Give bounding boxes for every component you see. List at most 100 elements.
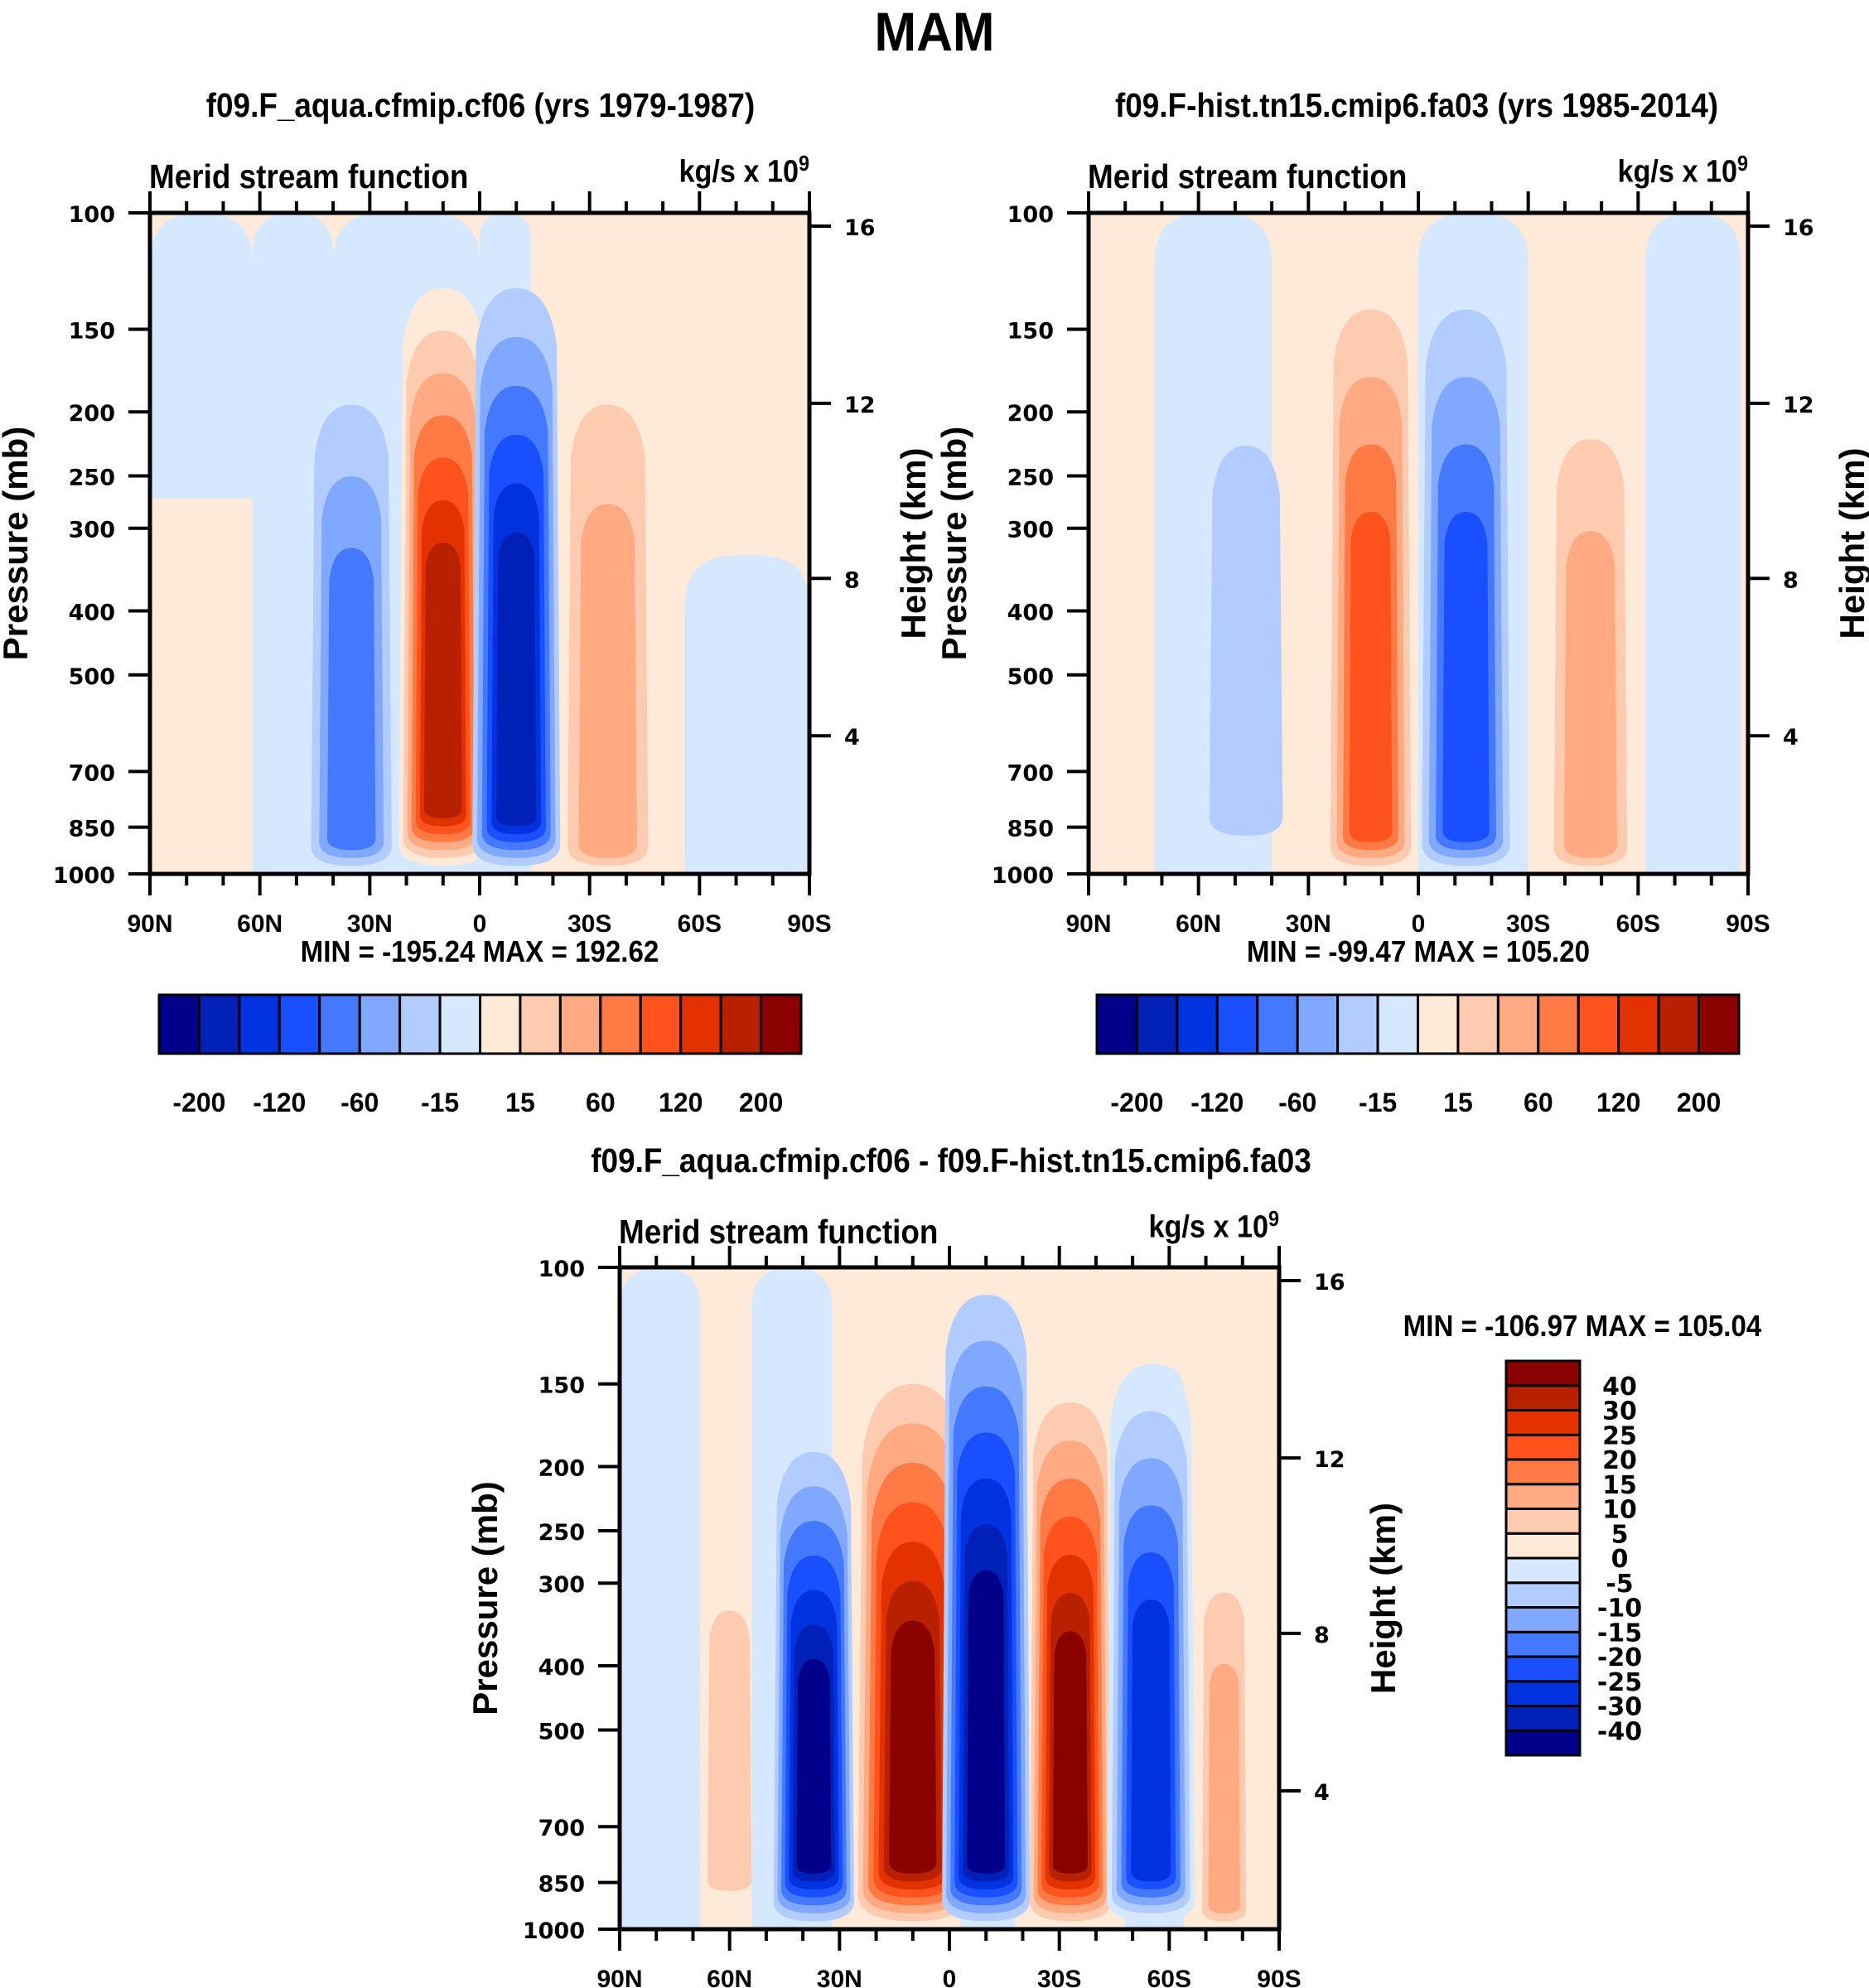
- contour-field: [150, 213, 809, 874]
- panel-title-right: f09.F-hist.tn15.cmip6.fa03 (yrs 1985-201…: [1114, 86, 1719, 124]
- colorbar-box: [1504, 1581, 1582, 1609]
- colorbar-label: 15: [1602, 1471, 1637, 1500]
- y-tick-label: 250: [538, 1520, 585, 1546]
- colorbar-label: -60: [1278, 1088, 1316, 1117]
- x-tick-label: 60S: [678, 910, 722, 938]
- colorbar-label: 40: [1602, 1373, 1637, 1402]
- colorbar-box: [719, 993, 763, 1055]
- colorbar-label: -15: [1597, 1619, 1642, 1648]
- x-tick-label: 60N: [1176, 910, 1221, 938]
- units-right: kg/s x 109: [1617, 151, 1748, 191]
- y-axis-title: Pressure (mb): [0, 427, 35, 660]
- contour-fill-weak-negative: [620, 1267, 701, 1929]
- colorbar-box: [1537, 993, 1580, 1055]
- y-tick-label: 850: [538, 1872, 585, 1898]
- height-tick-label: 8: [1783, 567, 1799, 593]
- y-tick-label: 150: [538, 1373, 585, 1399]
- colorbar-box: [1496, 993, 1540, 1055]
- y-tick-label: 1000: [992, 863, 1054, 889]
- colorbar-label: -20: [1597, 1643, 1642, 1672]
- colorbar-label: -60: [340, 1088, 379, 1117]
- y-tick-label: 250: [69, 466, 115, 491]
- colorbar-box: [519, 993, 562, 1055]
- colorbar-box: [1296, 993, 1340, 1055]
- colorbar-box: [1504, 1409, 1582, 1436]
- colorbar-label: 60: [1524, 1088, 1553, 1117]
- colorbar-box: [1504, 1630, 1582, 1658]
- colorbar-label: -200: [1110, 1088, 1163, 1117]
- colorbar-box: [1617, 993, 1660, 1055]
- colorbar-label: 60: [586, 1088, 616, 1117]
- y-tick-label: 850: [1007, 817, 1054, 842]
- colorbar: -200 -120 -60 -15 15 60 120 200: [1095, 993, 1741, 1117]
- colorbar-box: [558, 993, 602, 1055]
- colorbar-box: [1504, 1680, 1582, 1707]
- x-tick-label: 30S: [1037, 1966, 1081, 1988]
- colorbar-box: [1657, 993, 1701, 1055]
- colorbar-box: [1095, 993, 1138, 1055]
- height-tick-label: 8: [1314, 1623, 1330, 1648]
- colorbar-label: 15: [1443, 1088, 1473, 1117]
- x-tick-label: 30S: [1506, 910, 1550, 938]
- colorbar-box: [1176, 993, 1219, 1055]
- y-tick-label: 400: [538, 1655, 585, 1681]
- contour-fill-neg-cell-3-level-6: [967, 1570, 1006, 1874]
- colorbar-label: 25: [1602, 1421, 1637, 1450]
- colorbar-label: -120: [253, 1088, 306, 1117]
- minmax-bottom: MIN = -106.97 MAX = 105.04: [1403, 1309, 1762, 1343]
- units-base: kg/s x 10: [1148, 1209, 1268, 1245]
- height-tick-label: 4: [1783, 725, 1799, 750]
- x-tick-label: 60S: [1147, 1966, 1191, 1988]
- y-tick-label: 100: [1007, 202, 1054, 228]
- contour-fill-pos-cell-3-level-1: [578, 504, 637, 858]
- y-tick-label: 1000: [523, 1918, 585, 1944]
- height-tick-label: 16: [844, 215, 876, 241]
- height-tick-label: 12: [844, 393, 876, 418]
- colorbar-box: [238, 993, 281, 1055]
- height-tick-label: 12: [1314, 1447, 1345, 1473]
- colorbar: -200 -120 -60 -15 15 60 120 200: [157, 993, 803, 1117]
- height-tick-label: 4: [844, 725, 860, 750]
- x-tick-label: 0: [943, 1966, 957, 1988]
- y-tick-label: 400: [69, 600, 115, 625]
- colorbar-box: [1504, 1606, 1582, 1633]
- x-tick-label: 30N: [1286, 910, 1331, 938]
- colorbar-box: [278, 993, 321, 1055]
- plot-panel-top-left: 90N 60N 30N 0 30S 60S 90S 100 150 200 250 300 400 500…: [0, 191, 933, 1117]
- x-tick-label: 90N: [127, 910, 172, 938]
- colorbar-label: 5: [1611, 1520, 1629, 1549]
- colorbar-label: -15: [421, 1088, 459, 1117]
- figure-title: MAM: [874, 1, 995, 62]
- colorbar-box: [1135, 993, 1179, 1055]
- colorbar-box: [1504, 1705, 1582, 1732]
- colorbar-box: [1504, 1655, 1582, 1683]
- y-tick-label: 200: [538, 1456, 585, 1482]
- contour-fill-neg-cell-2-level-3: [1442, 512, 1490, 842]
- colorbar-box: [1456, 993, 1500, 1055]
- contour-fill-pos-cell-3-level-1: [1563, 531, 1617, 858]
- x-tick-label: 90N: [1065, 910, 1111, 938]
- colorbar-box: [1698, 993, 1741, 1055]
- colorbar-label: 0: [1611, 1545, 1629, 1574]
- height-tick-label: 12: [1783, 393, 1814, 418]
- x-tick-label: 30N: [347, 910, 393, 938]
- contour-field: [1089, 213, 1748, 874]
- units-left: kg/s x 109: [679, 151, 809, 191]
- y-tick-label: 150: [69, 319, 115, 345]
- y-tick-label: 850: [69, 817, 115, 842]
- colorbar-label: -120: [1190, 1088, 1244, 1117]
- x-tick-label: 30N: [817, 1966, 862, 1988]
- colorbar-label: -200: [172, 1088, 225, 1117]
- colorbar-box: [1504, 1483, 1582, 1510]
- height-tick-label: 4: [1314, 1780, 1330, 1806]
- x-tick-label: 0: [473, 910, 487, 938]
- colorbar-box: [1504, 1359, 1582, 1387]
- units-base: kg/s x 10: [1617, 154, 1737, 190]
- colorbar-label: -10: [1597, 1595, 1642, 1624]
- y-tick-label: 300: [69, 518, 115, 543]
- y-tick-label: 1000: [53, 863, 115, 889]
- contour-fill-weak-negative: [150, 213, 253, 499]
- contour-fill-weak-negative: [1645, 213, 1741, 874]
- left-string-left: Merid stream function: [149, 157, 469, 195]
